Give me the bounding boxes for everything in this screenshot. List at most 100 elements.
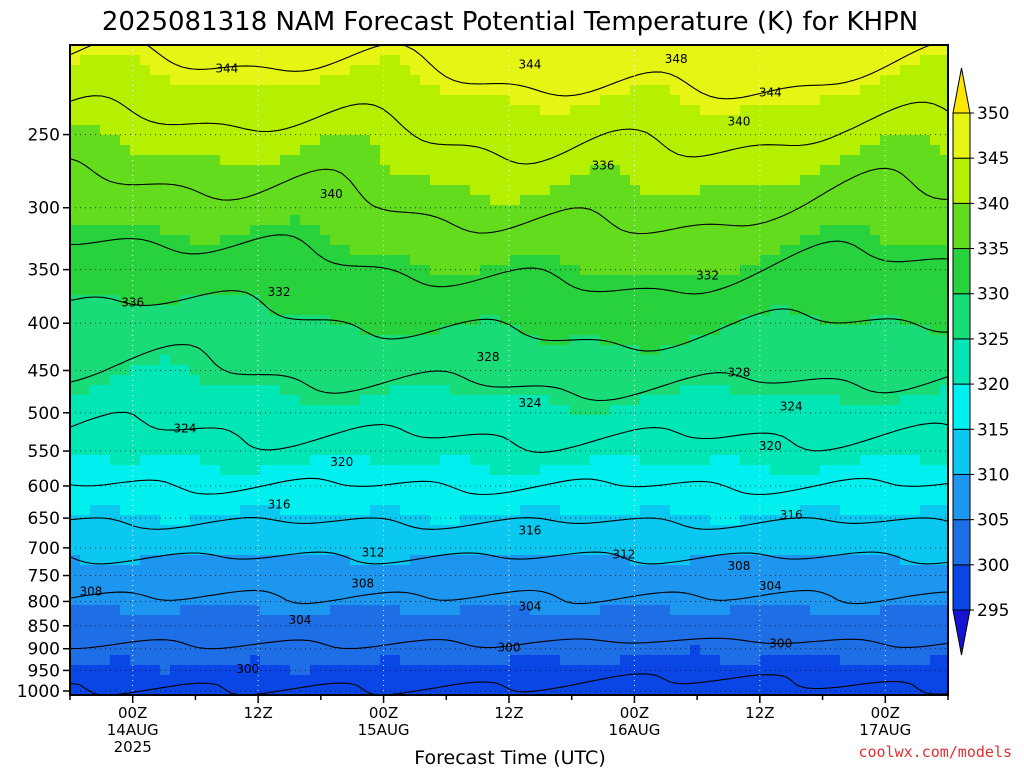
- field-cell: [740, 545, 751, 556]
- field-cell: [410, 605, 421, 616]
- field-cell: [780, 605, 791, 616]
- field-cell: [190, 625, 201, 636]
- field-cell: [150, 315, 161, 326]
- field-cell: [470, 375, 481, 386]
- field-cell: [730, 165, 741, 176]
- field-cell: [440, 205, 451, 216]
- field-cell: [790, 185, 801, 196]
- field-cell: [470, 485, 481, 496]
- field-cell: [280, 525, 291, 536]
- field-cell: [520, 385, 531, 396]
- field-cell: [280, 535, 291, 546]
- field-cell: [590, 45, 601, 56]
- field-cell: [490, 515, 501, 526]
- field-cell: [220, 155, 231, 166]
- field-cell: [800, 165, 811, 176]
- field-cell: [640, 175, 651, 186]
- field-cell: [210, 135, 221, 146]
- field-cell: [720, 55, 731, 66]
- field-cell: [330, 125, 341, 136]
- field-cell: [760, 445, 771, 456]
- field-cell: [400, 255, 411, 266]
- field-cell: [220, 175, 231, 186]
- field-cell: [770, 255, 781, 266]
- field-cell: [260, 515, 271, 526]
- field-cell: [100, 115, 111, 126]
- field-cell: [780, 175, 791, 186]
- field-cell: [140, 355, 151, 366]
- field-cell: [690, 675, 701, 686]
- field-cell: [100, 225, 111, 236]
- field-cell: [170, 505, 181, 516]
- field-cell: [440, 535, 451, 546]
- field-cell: [500, 395, 511, 406]
- field-cell: [310, 505, 321, 516]
- field-cell: [250, 145, 261, 156]
- field-cell: [520, 595, 531, 606]
- field-cell: [210, 175, 221, 186]
- field-cell: [380, 335, 391, 346]
- field-cell: [280, 585, 291, 596]
- field-cell: [670, 175, 681, 186]
- field-cell: [210, 655, 221, 666]
- field-cell: [260, 195, 271, 206]
- field-cell: [90, 225, 101, 236]
- field-cell: [100, 195, 111, 206]
- field-cell: [610, 295, 621, 306]
- field-cell: [540, 315, 551, 326]
- field-cell: [290, 185, 301, 196]
- field-cell: [570, 265, 581, 276]
- field-cell: [230, 215, 241, 226]
- field-cell: [90, 325, 101, 336]
- field-cell: [330, 205, 341, 216]
- field-cell: [340, 605, 351, 616]
- field-cell: [710, 625, 721, 636]
- field-cell: [200, 385, 211, 396]
- field-cell: [350, 435, 361, 446]
- field-cell: [640, 505, 651, 516]
- field-cell: [570, 575, 581, 586]
- field-cell: [690, 265, 701, 276]
- field-cell: [290, 75, 301, 86]
- field-cell: [780, 525, 791, 536]
- field-cell: [350, 605, 361, 616]
- field-cell: [90, 565, 101, 576]
- field-cell: [140, 655, 151, 666]
- field-cell: [780, 495, 791, 506]
- field-cell: [320, 95, 331, 106]
- field-cell: [150, 585, 161, 596]
- field-cell: [630, 475, 641, 486]
- field-cell: [800, 325, 811, 336]
- field-cell: [420, 205, 431, 216]
- field-cell: [90, 175, 101, 186]
- field-cell: [570, 115, 581, 126]
- field-cell: [770, 145, 781, 156]
- field-cell: [790, 475, 801, 486]
- field-cell: [170, 225, 181, 236]
- field-cell: [490, 565, 501, 576]
- field-cell: [710, 575, 721, 586]
- field-cell: [370, 155, 381, 166]
- field-cell: [600, 475, 611, 486]
- field-cell: [370, 205, 381, 216]
- field-cell: [80, 605, 91, 616]
- field-cell: [810, 135, 821, 146]
- field-cell: [440, 345, 451, 356]
- field-cell: [650, 435, 661, 446]
- field-cell: [580, 615, 591, 626]
- field-cell: [420, 655, 431, 666]
- field-cell: [580, 75, 591, 86]
- field-cell: [250, 675, 261, 686]
- field-cell: [630, 275, 641, 286]
- field-cell: [350, 545, 361, 556]
- field-cell: [720, 525, 731, 536]
- field-cell: [300, 615, 311, 626]
- field-cell: [160, 475, 171, 486]
- field-cell: [560, 105, 571, 116]
- field-cell: [370, 565, 381, 576]
- field-cell: [400, 95, 411, 106]
- field-cell: [100, 435, 111, 446]
- field-cell: [570, 395, 581, 406]
- field-cell: [690, 285, 701, 296]
- field-cell: [750, 435, 761, 446]
